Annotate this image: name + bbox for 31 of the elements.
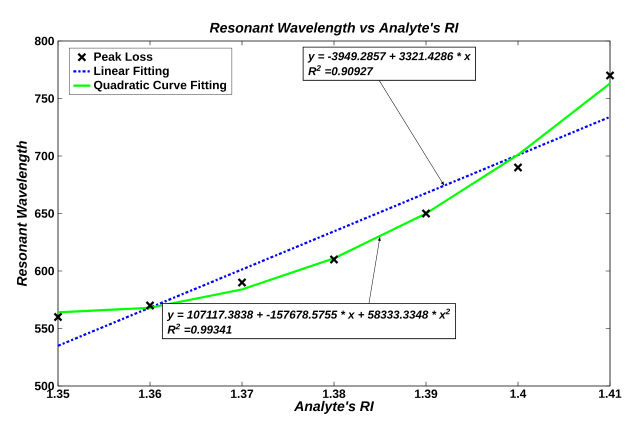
annotation: y = -3949.2857 + 3321.4286 * x [308,52,471,63]
point [329,254,339,264]
x-tick-label: 1.41 [599,390,622,398]
point [421,208,431,218]
x-axis-title: Analyte's RI [294,400,374,414]
annotation: R$^{2}$ =0.99341 [168,324,232,334]
legend-label: Peak Loss [94,52,152,61]
point [605,70,615,80]
y-tick-label: 800 [34,36,54,46]
x-tick-label: 1.36 [139,390,162,398]
y-tick-label: 600 [34,266,54,276]
legend-label: Quadratic Curve Fitting [94,80,226,92]
annotation: R$^{2}$ =0.90927 [308,65,374,76]
y-tick-label: 700 [34,152,54,160]
x-tick-label: 1.38 [323,390,346,398]
annotation: y = 107117.3838 + -157678.5755 * x + 58333.3348 * x$^{2}$ [166,308,450,321]
y-tick-label: 750 [34,94,54,103]
legend-label: Linear Fitting [94,66,169,78]
y-tick-label: 550 [34,324,54,333]
y-axis-title: Resonant Wavelength [16,141,30,286]
x-tick-label: 1.39 [415,390,438,398]
point [53,312,63,322]
x-tick-label: 1.4 [510,390,526,398]
point [145,300,155,310]
x-tick-label: 1.37 [231,390,254,398]
point [513,162,523,172]
chart-title: Resonant Wavelength vs Analyte's RI [210,22,459,36]
point [237,278,247,288]
y-tick-label: 650 [34,209,54,218]
y-tick-label: 500 [34,382,54,390]
x-tick-label: 1.35 [47,390,70,398]
